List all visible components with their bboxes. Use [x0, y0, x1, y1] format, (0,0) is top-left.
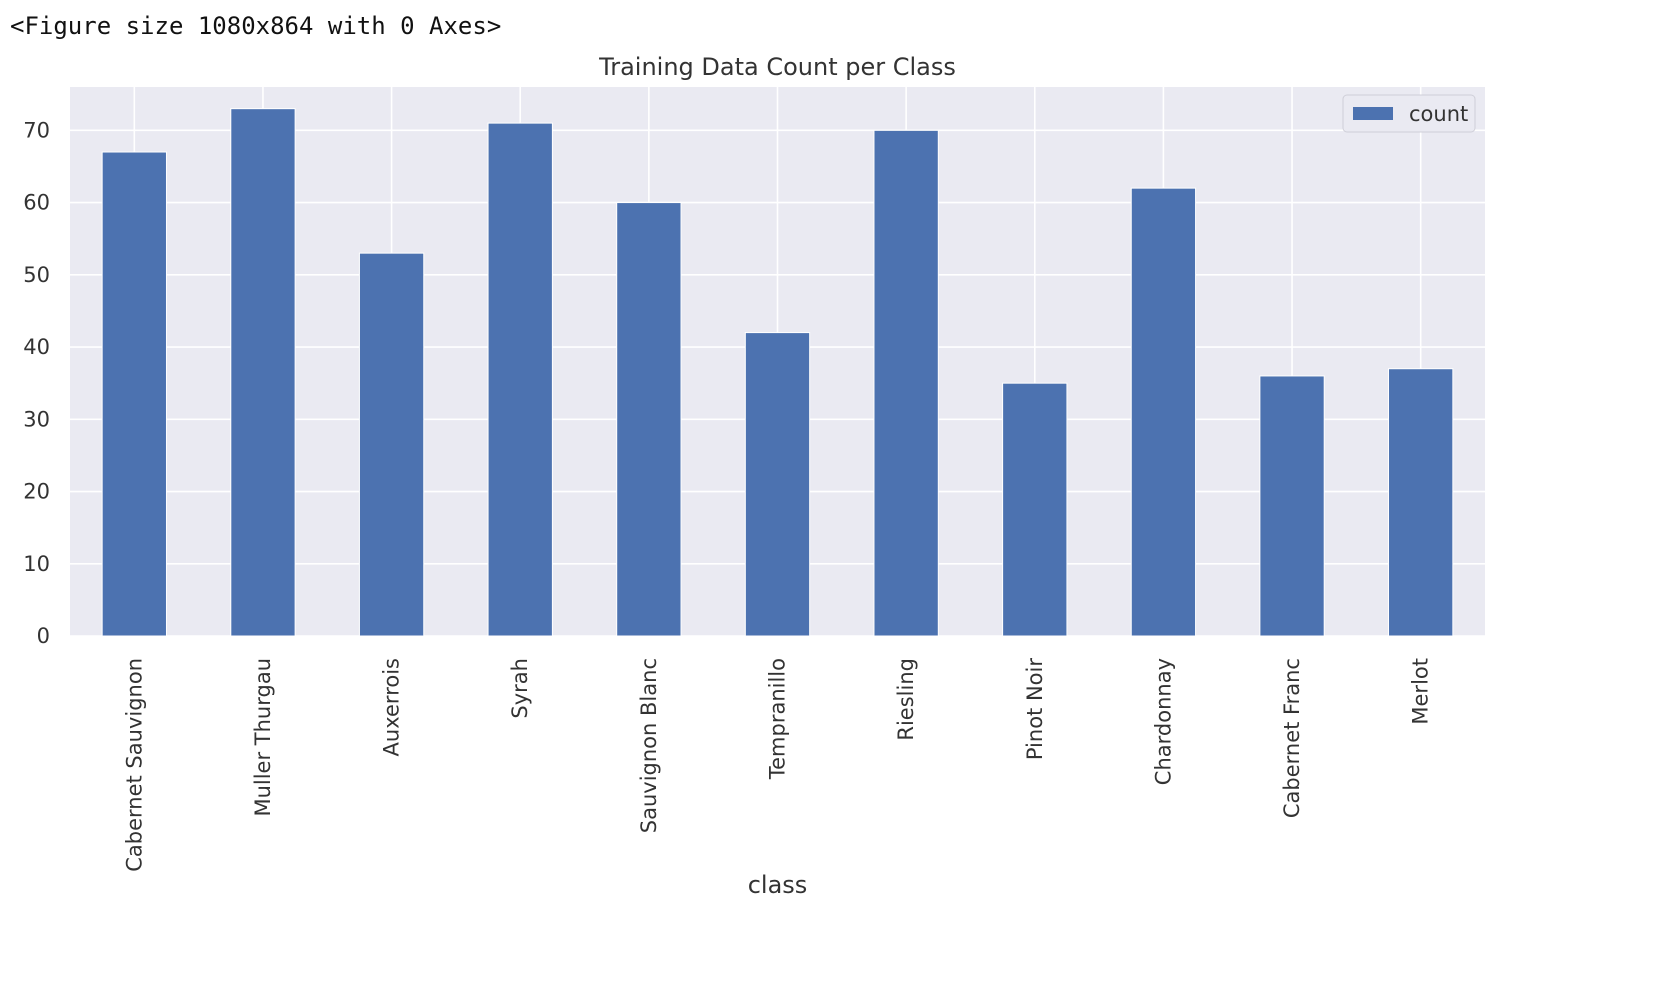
y-tick-label: 50: [23, 263, 50, 287]
x-tick-label: Merlot: [1409, 658, 1433, 725]
bar: [487, 122, 553, 637]
x-tick-label: Sauvignon Blanc: [637, 658, 661, 833]
y-tick-label: 30: [23, 407, 50, 431]
y-tick-label: 0: [37, 624, 50, 648]
x-tick-label: Cabernet Sauvignon: [122, 658, 146, 872]
y-tick-label: 70: [23, 118, 50, 142]
legend-label: count: [1409, 102, 1468, 126]
bars: [101, 108, 1454, 637]
x-tick-label: Riesling: [894, 658, 918, 741]
x-tick-label: Muller Thurgau: [251, 658, 275, 817]
x-tick-label: Chardonnay: [1151, 658, 1175, 785]
bar: [358, 252, 425, 637]
bar: [616, 202, 682, 637]
x-tick-label: Tempranillo: [766, 658, 790, 780]
figure-size-output: <Figure size 1080x864 with 0 Axes>: [10, 12, 502, 40]
bar: [873, 129, 939, 637]
chart-title: Training Data Count per Class: [598, 53, 956, 81]
y-tick-label: 20: [23, 480, 50, 504]
bar: [1388, 368, 1454, 637]
x-tick-labels: Cabernet Sauvignon Muller Thurgau Auxerroi…: [122, 658, 1432, 872]
legend: count: [1342, 94, 1476, 133]
x-axis-title: class: [748, 871, 808, 899]
x-tick-label: Auxerrois: [380, 658, 404, 756]
x-tick-label: Pinot Noir: [1023, 658, 1047, 760]
bar: [1259, 375, 1325, 637]
bar: [744, 332, 811, 637]
bar: [1130, 187, 1197, 637]
x-tick-label: Cabernet Franc: [1280, 658, 1304, 818]
y-tick-label: 40: [23, 335, 50, 359]
x-tick-label: Syrah: [508, 658, 532, 719]
y-tick-labels: 0 10 20 30 40 50 60 70: [23, 118, 50, 648]
bar: [230, 108, 296, 637]
legend-swatch: [1353, 107, 1393, 120]
bar: [1002, 382, 1068, 637]
legend-box: [1342, 94, 1476, 133]
y-tick-label: 10: [23, 552, 50, 576]
y-tick-label: 60: [23, 191, 50, 215]
bar: [101, 151, 167, 637]
